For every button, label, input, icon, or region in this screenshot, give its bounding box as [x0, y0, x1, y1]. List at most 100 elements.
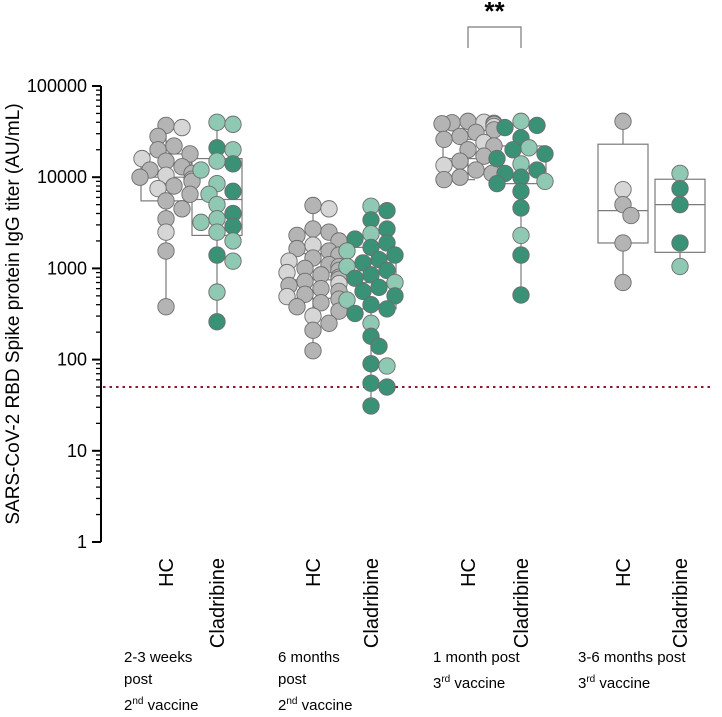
- data-point: [304, 220, 322, 238]
- data-point: [296, 285, 314, 303]
- timepoint-label: 1 month post 3rd vaccine: [433, 647, 520, 695]
- data-point: [346, 230, 364, 248]
- data-point: [362, 355, 380, 373]
- y-axis-label: SARS-CoV-2 RBD Spike protein IgG titer (…: [3, 103, 24, 524]
- data-point: [165, 137, 183, 155]
- category-label: Cladribine: [361, 558, 383, 648]
- data-point: [671, 179, 689, 198]
- data-point: [488, 149, 506, 168]
- data-point: [224, 217, 242, 235]
- category-label: Cladribine: [207, 558, 229, 648]
- data-point: [208, 246, 226, 264]
- data-point: [362, 374, 380, 392]
- data-point: [671, 164, 689, 183]
- data-point: [181, 185, 199, 203]
- data-point: [304, 342, 322, 360]
- data-point: [671, 257, 689, 276]
- timepoint-line: 2nd vaccine: [124, 696, 199, 714]
- data-point: [173, 200, 191, 218]
- data-point: [614, 181, 632, 199]
- data-point: [512, 182, 530, 200]
- data-point: [208, 152, 226, 170]
- data-point: [512, 246, 530, 264]
- timepoint-line: post: [124, 671, 153, 688]
- data-point: [378, 234, 396, 252]
- data-point: [208, 223, 226, 241]
- data-point: [504, 141, 522, 159]
- data-point: [386, 246, 404, 264]
- data-point: [362, 397, 380, 415]
- data-point: [157, 242, 175, 260]
- data-point: [224, 115, 242, 133]
- timepoint-line: 3-6 months post: [578, 649, 686, 666]
- data-point: [378, 261, 396, 280]
- data-point: [512, 112, 530, 130]
- timepoint-line: 3rd vaccine: [578, 674, 651, 692]
- data-point: [435, 130, 453, 149]
- data-point: [378, 300, 396, 318]
- y-tick-label: 1: [77, 532, 87, 552]
- data-point: [451, 168, 469, 186]
- data-points: [131, 112, 689, 415]
- data-point: [354, 282, 372, 301]
- data-point: [346, 304, 364, 323]
- data-point: [528, 116, 546, 135]
- data-point: [433, 115, 451, 133]
- data-point: [192, 161, 210, 179]
- timepoint-line: 2nd vaccine: [278, 696, 353, 714]
- data-point: [467, 161, 485, 179]
- data-point: [370, 278, 388, 296]
- y-axis: 1 10 100 1000 10000 100000: [27, 76, 102, 552]
- timepoint-label: 3-6 months post 3rd vaccine: [578, 647, 686, 695]
- data-point: [208, 113, 226, 131]
- y-tick-label: 1000: [47, 258, 87, 278]
- data-point: [488, 174, 506, 193]
- data-point: [192, 213, 210, 231]
- y-tick-label: 10000: [37, 167, 87, 187]
- data-point: [451, 152, 469, 170]
- data-point: [512, 226, 530, 245]
- category-label: HC: [303, 558, 325, 587]
- bracket: [467, 26, 522, 48]
- data-point: [614, 273, 632, 292]
- data-point: [435, 171, 453, 189]
- data-point: [671, 234, 689, 252]
- significance-label: **: [484, 0, 505, 26]
- timepoint-line: 1 month post: [433, 649, 520, 666]
- data-point: [304, 196, 322, 215]
- data-point: [312, 294, 330, 312]
- category-label: HC: [613, 558, 635, 587]
- data-point: [224, 232, 242, 250]
- data-point: [520, 139, 538, 157]
- timepoint-line: 2-3 weeks: [124, 649, 193, 666]
- data-point: [614, 234, 632, 252]
- data-point: [157, 192, 175, 210]
- data-point: [622, 206, 640, 225]
- category-label: Cladribine: [670, 558, 692, 648]
- category-label: Cladribine: [511, 558, 533, 648]
- data-point: [224, 182, 242, 200]
- data-point: [386, 287, 404, 305]
- data-point: [671, 196, 689, 214]
- data-point: [512, 199, 530, 217]
- data-point: [346, 269, 364, 287]
- data-point: [320, 314, 338, 332]
- data-point: [536, 145, 554, 163]
- timepoint-line: 6 months: [278, 649, 340, 666]
- data-point: [181, 145, 199, 163]
- data-point: [173, 118, 191, 137]
- data-point: [614, 112, 632, 130]
- data-point: [512, 286, 530, 304]
- data-point: [224, 252, 242, 270]
- timepoint-line: post: [278, 671, 307, 688]
- data-point: [208, 283, 226, 301]
- data-point: [288, 239, 306, 258]
- data-point: [149, 179, 167, 198]
- timepoint-label: 2-3 weeks post 2nd vaccine: [124, 647, 199, 717]
- data-point: [362, 296, 380, 314]
- data-point: [224, 155, 242, 173]
- y-tick-label: 10: [67, 441, 87, 461]
- data-point: [157, 298, 175, 316]
- data-point: [496, 118, 514, 137]
